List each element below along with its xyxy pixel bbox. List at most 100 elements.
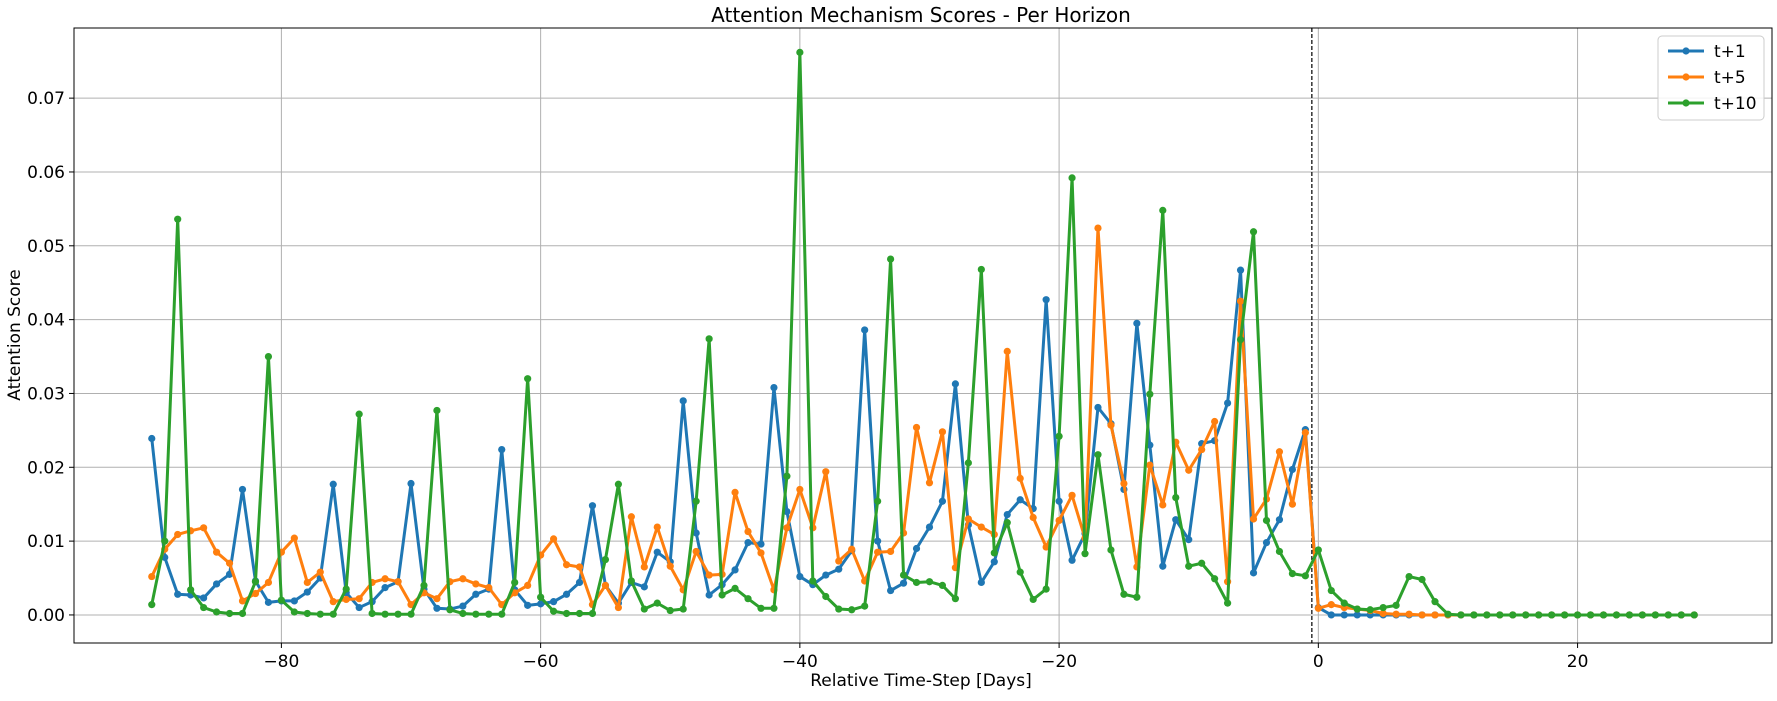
- data-point: [394, 578, 402, 586]
- data-point: [446, 606, 454, 614]
- data-point: [1120, 479, 1128, 488]
- data-point: [1677, 611, 1685, 619]
- data-point: [524, 581, 532, 590]
- data-point: [290, 608, 298, 616]
- x-tick-label: −20: [1041, 652, 1077, 672]
- data-point: [1172, 493, 1180, 502]
- data-point: [1236, 266, 1245, 274]
- data-point: [1236, 297, 1245, 305]
- legend-marker: [1682, 99, 1690, 107]
- data-point: [887, 586, 895, 595]
- data-point: [679, 605, 687, 613]
- data-point: [1055, 432, 1063, 440]
- data-point: [316, 568, 324, 576]
- data-point: [977, 578, 985, 587]
- data-point: [1457, 611, 1465, 619]
- data-point: [757, 604, 765, 612]
- data-point: [783, 524, 791, 532]
- data-point: [1379, 609, 1387, 618]
- data-point: [951, 595, 960, 603]
- data-point: [200, 594, 208, 602]
- data-point: [692, 547, 700, 556]
- data-point: [899, 571, 908, 579]
- data-point: [485, 610, 493, 618]
- data-point: [770, 604, 778, 612]
- data-point: [200, 603, 208, 612]
- data-point: [835, 557, 843, 565]
- data-point: [238, 609, 247, 618]
- series-layer: [148, 48, 1698, 619]
- data-point: [1418, 575, 1426, 584]
- data-point: [1405, 572, 1413, 581]
- data-point: [1314, 604, 1322, 612]
- data-point: [1288, 465, 1297, 474]
- data-point: [303, 578, 311, 587]
- data-point: [809, 577, 817, 585]
- data-point: [1353, 611, 1361, 619]
- data-point: [200, 524, 208, 532]
- data-point: [744, 538, 752, 547]
- data-point: [1496, 611, 1504, 619]
- data-point: [899, 579, 908, 587]
- legend: t+1 t+5 t+10: [1657, 35, 1765, 121]
- data-point: [1275, 448, 1284, 456]
- data-point: [887, 547, 895, 556]
- data-point: [1314, 546, 1322, 554]
- data-point: [938, 581, 947, 590]
- data-point: [187, 586, 195, 594]
- data-point: [951, 380, 960, 388]
- data-point: [212, 608, 221, 616]
- series-2: [148, 48, 1698, 619]
- data-point: [355, 410, 363, 418]
- data-point: [990, 549, 998, 557]
- data-point: [692, 529, 700, 537]
- data-point: [1288, 570, 1297, 578]
- data-point: [731, 566, 739, 574]
- data-point: [1094, 451, 1102, 459]
- data-point: [964, 515, 972, 523]
- data-point: [653, 599, 661, 607]
- data-point: [1042, 543, 1050, 551]
- data-point: [1081, 550, 1089, 558]
- data-point: [861, 326, 869, 334]
- data-point: [485, 584, 493, 592]
- data-point: [420, 581, 428, 590]
- data-point: [472, 580, 480, 588]
- data-point: [562, 561, 571, 569]
- data-point: [1340, 611, 1348, 619]
- data-point: [990, 558, 998, 566]
- data-point: [1664, 611, 1672, 619]
- data-point: [705, 335, 713, 343]
- data-point: [174, 215, 182, 223]
- data-point: [796, 485, 804, 494]
- y-tick-label: 0.02: [27, 458, 65, 478]
- data-point: [1444, 610, 1452, 618]
- data-point: [1288, 500, 1297, 508]
- data-point: [925, 578, 934, 586]
- y-tick-label: 0.03: [27, 384, 65, 404]
- x-tick-label: −40: [782, 652, 818, 672]
- data-point: [264, 578, 273, 587]
- data-point: [912, 544, 921, 553]
- data-point: [225, 609, 234, 618]
- data-point: [796, 48, 804, 56]
- data-point: [1431, 598, 1439, 606]
- data-point: [1146, 390, 1154, 398]
- data-point: [1185, 562, 1193, 570]
- data-point: [1159, 562, 1167, 570]
- data-point: [912, 423, 921, 432]
- data-point: [1003, 510, 1011, 519]
- data-point: [575, 609, 584, 618]
- data-point: [1042, 585, 1050, 593]
- data-point: [964, 459, 972, 467]
- data-point: [744, 527, 752, 536]
- legend-marker: [1682, 47, 1690, 55]
- data-point: [1068, 491, 1076, 499]
- data-point: [796, 572, 804, 581]
- data-point: [1224, 399, 1232, 407]
- data-point: [472, 610, 480, 618]
- data-point: [1159, 501, 1167, 509]
- data-point: [161, 537, 169, 545]
- data-point: [459, 575, 467, 583]
- data-point: [1249, 515, 1258, 523]
